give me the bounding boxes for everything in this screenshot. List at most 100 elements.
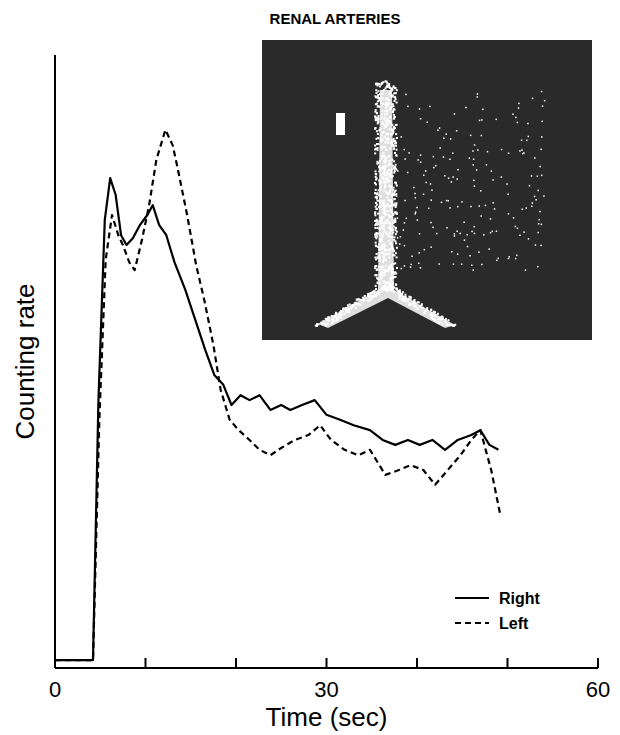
inset-dot: [491, 170, 493, 172]
inset-dot: [456, 231, 458, 233]
inset-dot: [378, 99, 380, 101]
inset-dot: [394, 254, 396, 256]
inset-dot: [395, 233, 397, 235]
inset-dot: [376, 268, 378, 270]
y-axis: [54, 55, 56, 668]
inset-dot: [508, 213, 510, 215]
inset-dot: [453, 264, 455, 266]
inset-dot: [437, 130, 439, 132]
inset-dot: [529, 185, 531, 187]
inset-image: [262, 40, 592, 340]
inset-dot: [515, 258, 517, 260]
inset-dot: [501, 176, 503, 178]
inset-dot: [509, 256, 511, 258]
legend-swatch: [455, 622, 489, 624]
inset-dot: [396, 182, 398, 184]
inset-dot: [372, 291, 374, 293]
inset-dot: [374, 152, 376, 154]
inset-dot: [394, 262, 396, 264]
inset-dot: [516, 255, 518, 257]
inset-dot: [446, 227, 448, 229]
inset-dot: [394, 182, 396, 184]
series-line: [55, 130, 500, 660]
inset-dot: [423, 194, 425, 196]
inset-dot: [394, 100, 396, 102]
inset-dot: [527, 123, 529, 125]
inset-dot: [477, 93, 479, 95]
inset-dot: [395, 164, 397, 166]
inset-dot: [375, 127, 377, 129]
inset-dot: [474, 185, 476, 187]
inset-dot: [542, 121, 544, 123]
inset-dot: [534, 196, 536, 198]
inset-dot: [452, 152, 454, 154]
inset-dot: [457, 206, 459, 208]
inset-dot: [467, 234, 469, 236]
inset-dot: [394, 198, 396, 200]
inset-dot: [393, 198, 395, 200]
inset-dot: [492, 179, 494, 181]
inset-dot: [394, 194, 396, 196]
inset-dot: [404, 222, 406, 224]
inset-dot: [543, 195, 545, 197]
inset-dot: [374, 265, 376, 267]
inset-dot: [375, 244, 377, 246]
inset-dot: [375, 148, 377, 150]
inset-dot: [376, 138, 378, 140]
inset-dot: [376, 130, 378, 132]
inset-dot: [394, 116, 396, 118]
inset-dot: [469, 157, 471, 159]
inset-dot: [393, 85, 395, 87]
inset-dot: [375, 234, 377, 236]
inset-dot: [490, 218, 492, 220]
inset-dot: [489, 248, 491, 250]
inset-dot: [474, 144, 476, 146]
inset-dot: [541, 175, 543, 177]
inset-dot: [316, 325, 318, 327]
inset-dot: [394, 141, 396, 143]
inset-dot: [394, 167, 396, 169]
inset-dot: [463, 222, 465, 224]
inset-dot: [437, 313, 439, 315]
inset-dot: [454, 113, 456, 115]
inset-dot: [544, 100, 546, 102]
inset-dot: [376, 196, 378, 198]
inset-dot: [376, 221, 378, 223]
inset-dot: [434, 311, 436, 313]
inset-dot: [377, 119, 379, 121]
inset-dot: [413, 187, 415, 189]
inset-dot: [396, 185, 398, 187]
inset-dot: [376, 274, 378, 276]
inset-dot: [496, 119, 498, 121]
inset-dot: [508, 258, 510, 260]
inset-dot: [394, 166, 396, 168]
inset-dot: [393, 118, 395, 120]
inset-dot: [375, 173, 377, 175]
inset-dot: [472, 150, 474, 152]
inset-dot: [376, 220, 378, 222]
inset-dot: [374, 182, 376, 184]
inset-dot: [486, 164, 488, 166]
inset-dot: [461, 264, 463, 266]
inset-dot: [521, 149, 523, 151]
inset-dot: [481, 135, 483, 137]
inset-dot: [430, 222, 432, 224]
inset-dot: [378, 83, 380, 85]
inset-dot: [349, 304, 351, 306]
inset-dot: [523, 231, 525, 233]
inset-dot: [377, 106, 379, 108]
inset-dot: [381, 82, 383, 84]
inset-dot: [439, 147, 441, 149]
inset-dot: [377, 200, 379, 202]
inset-dot: [395, 124, 397, 126]
inset-dot: [374, 149, 376, 151]
inset-dot: [376, 103, 378, 105]
inset-dot: [409, 296, 411, 298]
inset-dot: [393, 167, 395, 169]
inset-dot: [416, 207, 418, 209]
inset-dot: [420, 162, 422, 164]
inset-dot: [539, 219, 541, 221]
plot-area: [55, 130, 500, 660]
inset-dot: [420, 267, 422, 269]
inset-dot: [395, 212, 397, 214]
